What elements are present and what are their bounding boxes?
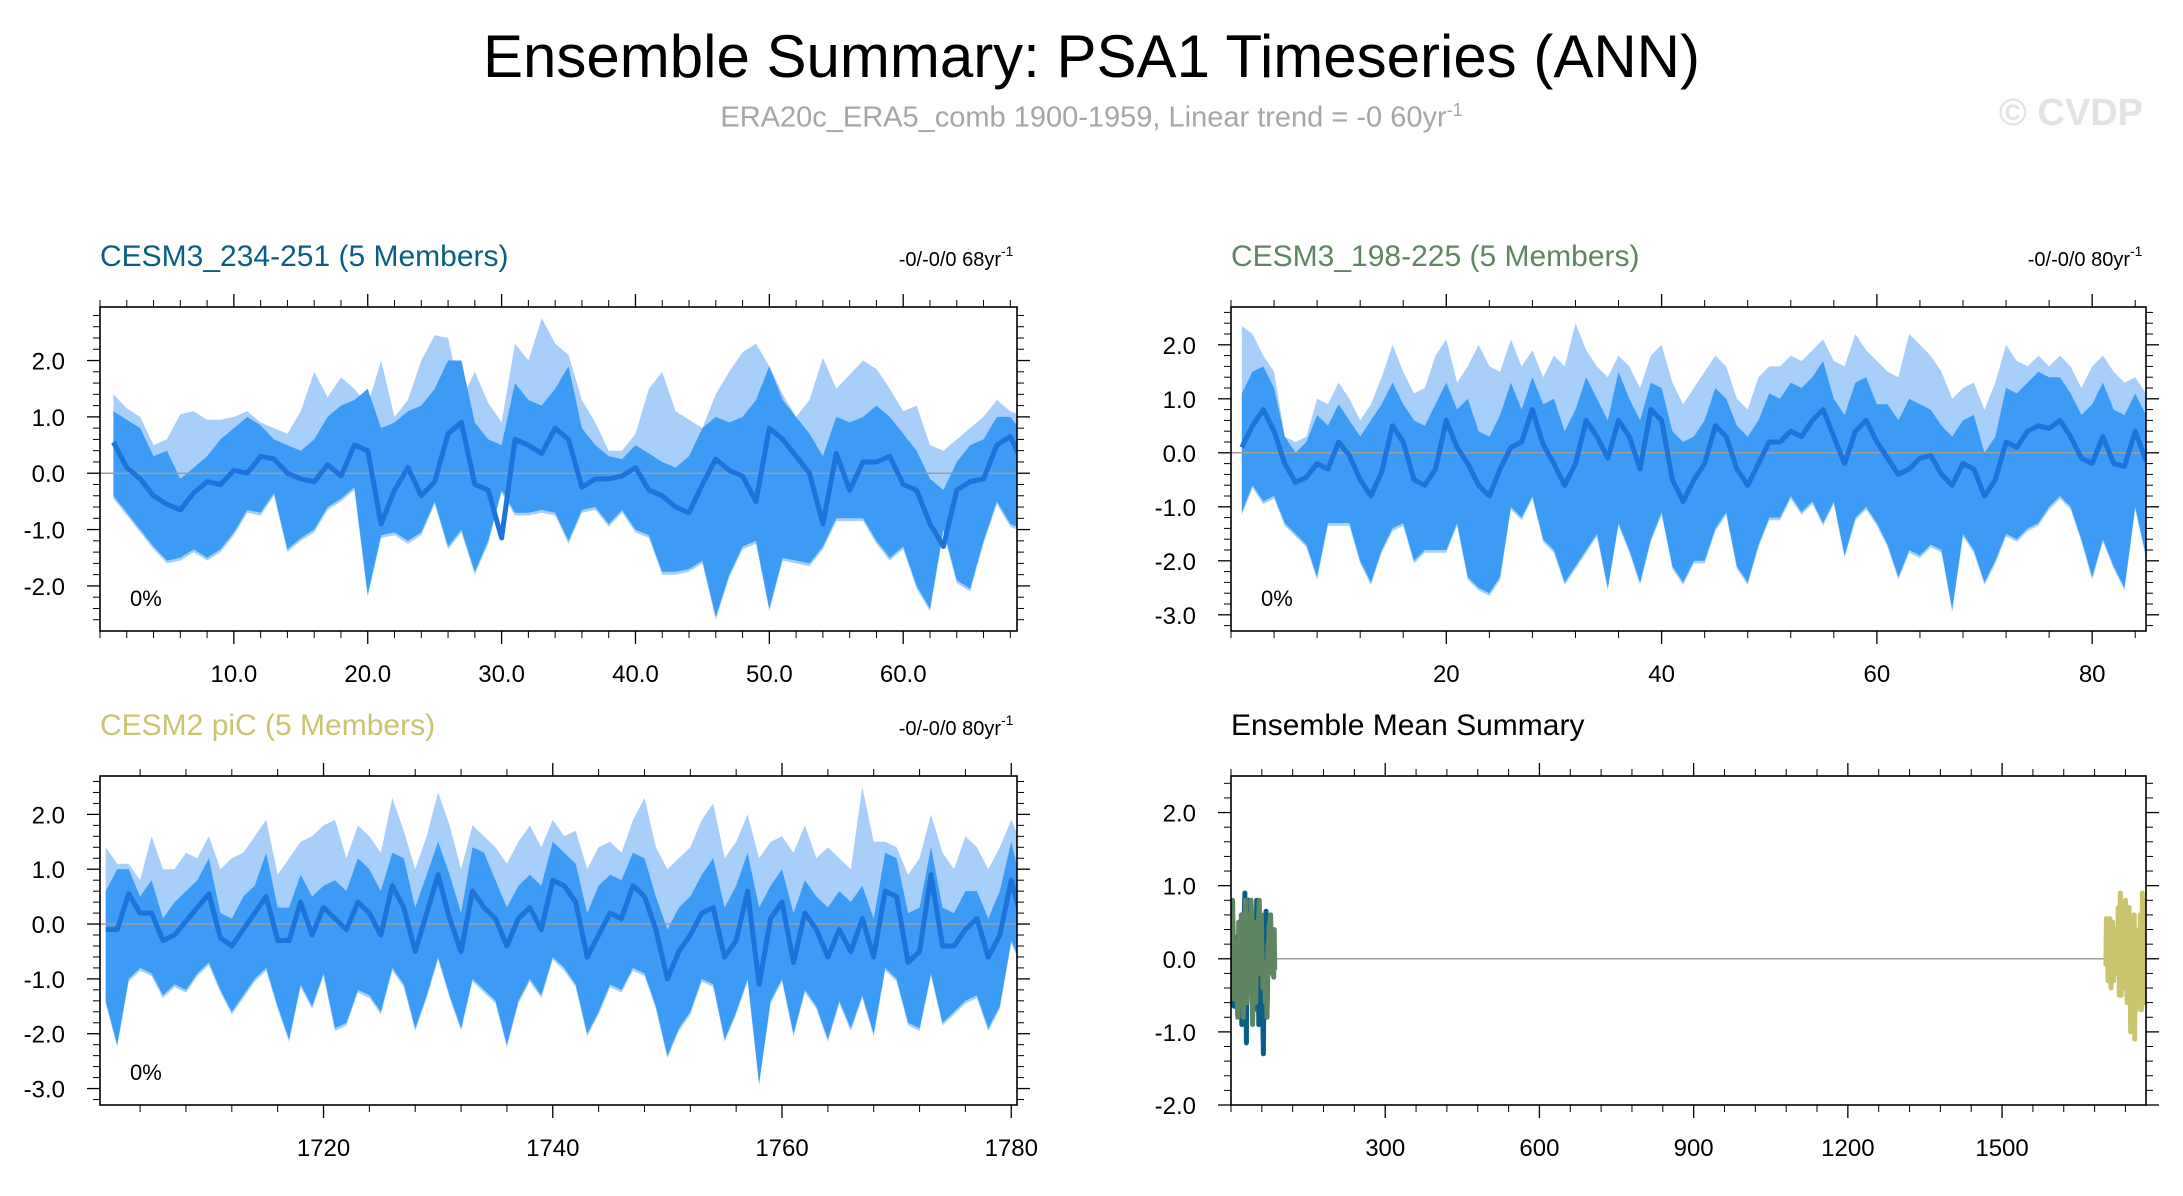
panel-p1: 10.0 20.0 30.0 40.0 50.0 60.0 -2.0 -1.0 0.0 1.0 2.… [24,240,1030,688]
series-line-cesm3-198-225 [1231,897,1278,1028]
trend-superscript: -1 [2130,243,2143,259]
trend-label: -0/-0/0 68yr [899,249,1002,271]
panel-p4: 300 600 900 1200 1500 -2.0 -1.0 0.0 1.0 2.0 Ensemb… [1155,709,2159,1162]
y-tick-label: 2.0 [32,802,65,829]
y-tick-label: -1.0 [1155,495,1196,522]
panel-title: CESM2 piC (5 Members) [100,709,435,742]
x-tick-label: 80 [2079,661,2106,688]
panel-title: CESM3_234-251 (5 Members) [100,240,509,273]
y-tick-label: 0.0 [1163,947,1196,974]
ensemble-mean-line [105,872,1017,987]
x-tick-label: 1740 [526,1135,579,1162]
x-tick-label: 600 [1519,1135,1559,1162]
y-tick-label: -2.0 [24,574,65,601]
x-tick-label: 20.0 [344,661,391,688]
y-tick-label: 2.0 [32,349,65,376]
y-tick-label: -2.0 [24,1022,65,1049]
plot-frame [99,775,1018,1106]
x-tick-label: 1760 [755,1135,808,1162]
percent-annotation: 0% [130,1060,162,1085]
y-tick-label: 1.0 [1163,874,1196,901]
plot-area-p2 [1231,323,2146,613]
figure-subtitle: ERA20c_ERA5_comb 1900-1959, Linear trend… [0,100,2183,135]
plot-frame [1230,775,2147,1106]
y-tick-label: -1.0 [24,518,65,545]
x-tick-label: 1720 [297,1135,350,1162]
x-tick-label: 20 [1433,661,1460,688]
x-tick-label: 300 [1365,1135,1405,1162]
y-tick-label: -1.0 [24,967,65,994]
x-tick-label: 1780 [985,1135,1038,1162]
y-tick-label: -2.0 [1155,1093,1196,1120]
x-tick-label: 1500 [1975,1135,2028,1162]
trend-label: -0/-0/0 80yr [899,718,1002,740]
plot-frame [1230,306,2147,632]
x-tick-label: 10.0 [211,661,258,688]
ensemble-mean-line [1239,407,2146,504]
panel-title: Ensemble Mean Summary [1231,709,1584,742]
y-tick-label: -2.0 [1155,549,1196,576]
y-tick-label: 1.0 [1163,387,1196,414]
x-tick-label: 40.0 [612,661,659,688]
percent-annotation: 0% [1261,586,1293,611]
y-tick-label: -3.0 [1155,603,1196,630]
inner-range-band [113,360,1017,617]
panel-title: CESM3_198-225 (5 Members) [1231,240,1640,273]
y-tick-label: 0.0 [32,461,65,488]
plot-frame [99,306,1018,632]
ensemble-mean-line [111,420,1017,549]
x-tick-label: 30.0 [478,661,525,688]
x-tick-label: 40 [1648,661,1675,688]
figure-title: Ensemble Summary: PSA1 Timeseries (ANN) [483,23,1700,90]
y-tick-label: -3.0 [24,1077,65,1104]
trend-superscript: -1 [1001,712,1014,728]
y-tick-label: 2.0 [1163,333,1196,360]
y-tick-label: 1.0 [32,405,65,432]
trend-label: -0/-0/0 80yr [2028,249,2131,271]
plot-area-p1 [100,318,1017,620]
panel-p3: 1720 1740 1760 1780 -3.0 -2.0 -1.0 0.0 1.0 2.0 CES… [24,709,1038,1162]
y-tick-label: 2.0 [1163,801,1196,828]
plot-area-p3 [100,787,1017,1086]
y-tick-label: 0.0 [1163,441,1196,468]
percent-annotation: 0% [130,586,162,611]
x-tick-label: 900 [1674,1135,1714,1162]
x-tick-label: 60.0 [880,661,927,688]
panel-p2: 20 40 60 80 -3.0 -2.0 -1.0 0.0 1.0 2.0 CESM3_198-2… [1155,240,2159,688]
y-tick-label: 1.0 [32,857,65,884]
y-tick-label: -1.0 [1155,1020,1196,1047]
y-tick-label: 0.0 [32,912,65,939]
inner-range-band [105,841,1017,1084]
trend-superscript: -1 [1001,243,1014,259]
x-tick-label: 50.0 [746,661,793,688]
plot-area-p4 [1231,890,2146,1057]
subtitle-text: ERA20c_ERA5_comb 1900-1959, Linear trend… [720,101,1447,134]
cvdp-watermark: © CVDP [1998,92,2143,134]
series-line-cesm2-pic [2103,890,2146,1042]
x-tick-label: 60 [1864,661,1891,688]
x-tick-label: 1200 [1821,1135,1874,1162]
subtitle-superscript: -1 [1446,100,1463,120]
